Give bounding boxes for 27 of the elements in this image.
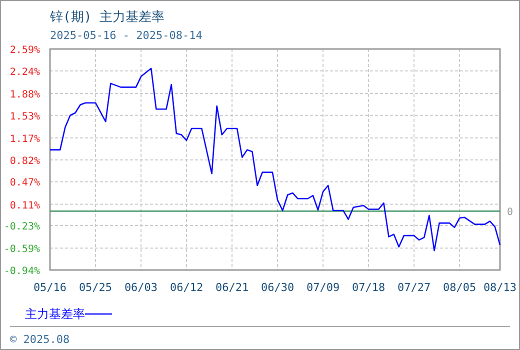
xtick: 08/13 bbox=[483, 281, 517, 294]
xtick: 07/27 bbox=[397, 281, 431, 294]
ytick: 0.82% bbox=[10, 156, 40, 167]
ytick: 2.24% bbox=[10, 66, 40, 78]
xtick: 07/09 bbox=[306, 281, 340, 294]
annotation: © 2025.08 bbox=[10, 333, 70, 346]
ytick: 1.88% bbox=[10, 89, 40, 100]
ytick: 0.47% bbox=[10, 178, 40, 189]
ytick: 2.59% bbox=[10, 45, 40, 56]
xtick: 06/30 bbox=[260, 281, 294, 294]
xtick: 07/18 bbox=[352, 281, 386, 294]
xtick: 05/16 bbox=[33, 281, 67, 294]
xtick: 05/25 bbox=[78, 281, 112, 294]
ref-label: 0 bbox=[507, 207, 514, 218]
ytick: 1.17% bbox=[10, 134, 40, 145]
ytick: 1.53% bbox=[10, 111, 40, 122]
xtick: 06/21 bbox=[215, 281, 249, 294]
xtick: 06/03 bbox=[124, 281, 158, 294]
legend: 主力基差率 bbox=[25, 307, 85, 321]
ytick: -0.94% bbox=[4, 266, 40, 277]
xtick: 06/12 bbox=[170, 281, 204, 294]
xtick: 08/05 bbox=[443, 281, 476, 294]
subtitle: 2025-05-16 - 2025-08-14 bbox=[50, 29, 202, 42]
title: 锌(期) 主力基差率 bbox=[50, 10, 164, 25]
ytick: -0.23% bbox=[4, 222, 40, 233]
ytick: -0.59% bbox=[4, 244, 40, 256]
ytick: 0.11% bbox=[10, 200, 40, 212]
